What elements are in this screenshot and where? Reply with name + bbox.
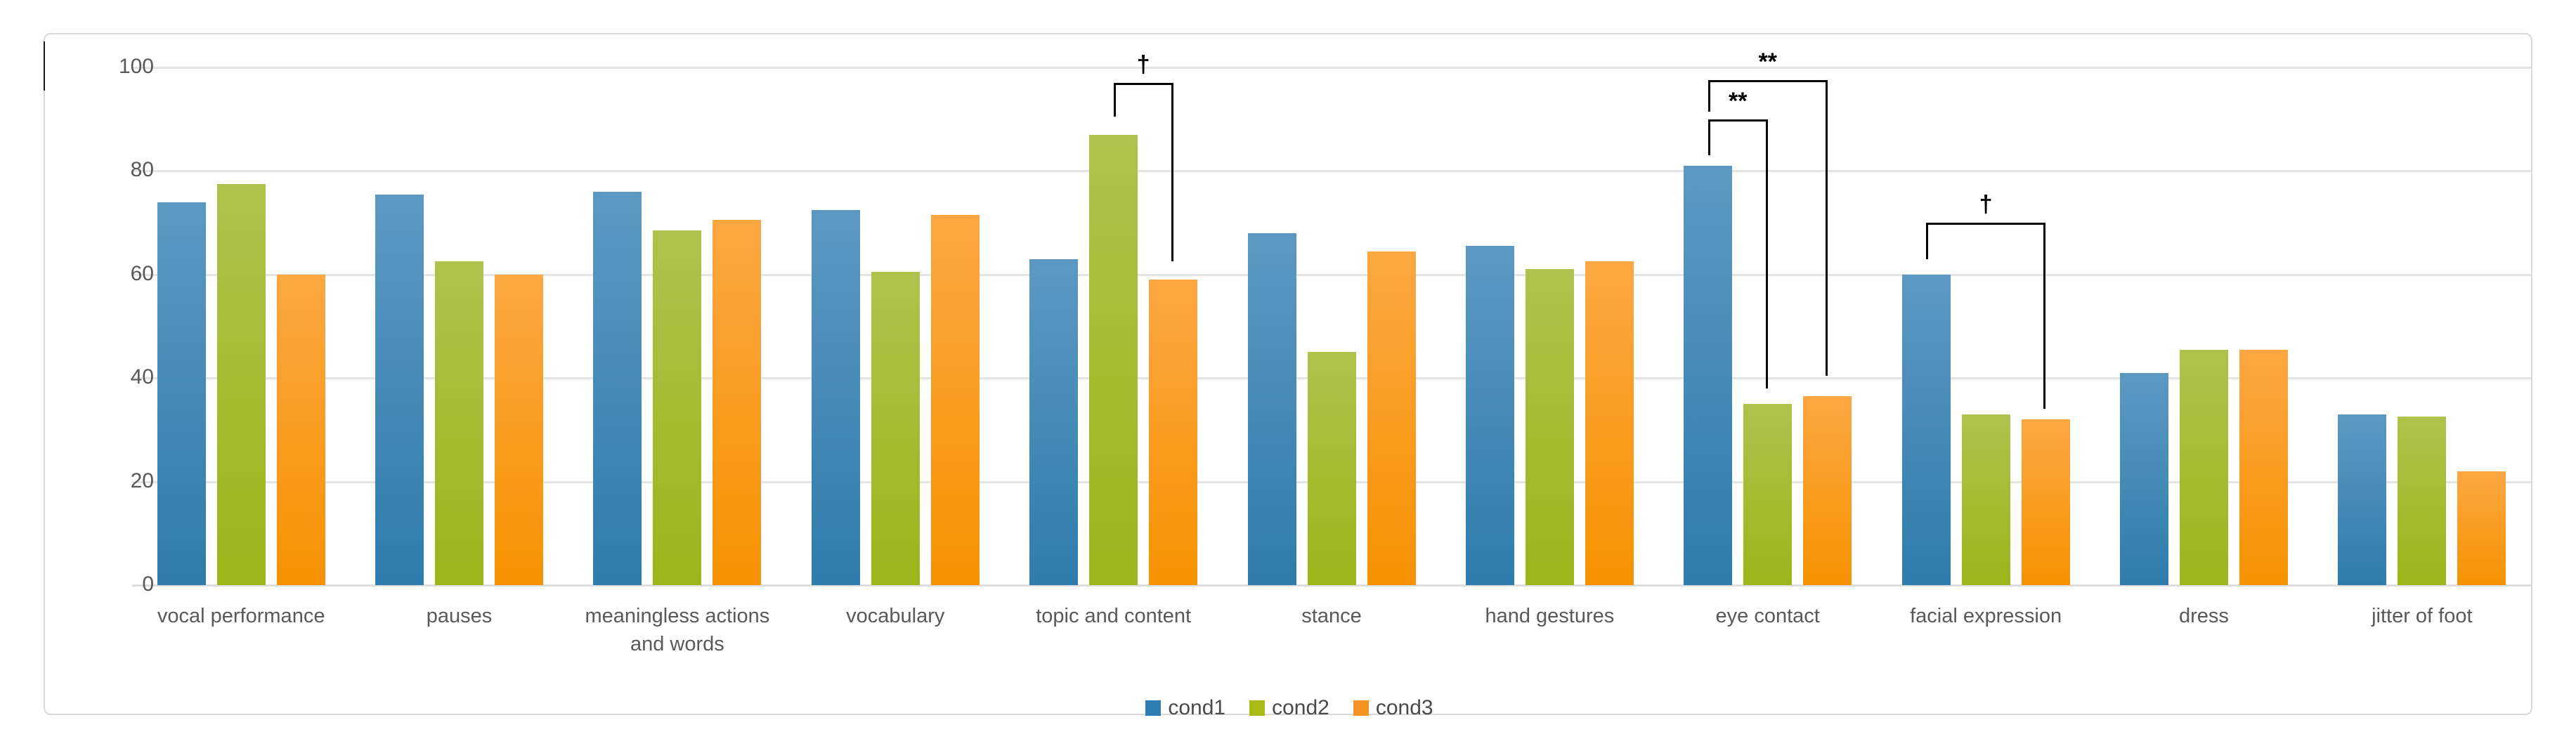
legend-label-cond3: cond3: [1375, 696, 1433, 719]
bar-cond3-pauses: [495, 274, 544, 585]
annotation-0-topic-and-content-label: †: [1136, 51, 1150, 79]
bar-cond3-meaningless-actions-and-words: [713, 220, 762, 585]
annotation-3-facial-expression-right-leg: [2043, 223, 2046, 410]
legend: cond1 cond2 cond3: [45, 696, 2534, 720]
x-category-label-vocal-performance: vocal performance: [157, 605, 325, 627]
y-tick-label-20: 20: [130, 469, 154, 492]
x-category-label-facial-expression: facial expression: [1910, 605, 2062, 627]
x-category-label-dress: dress: [2178, 605, 2229, 627]
bar-cond1-topic-and-content: [1029, 259, 1079, 585]
bar-cond1-vocal-performance: [157, 202, 206, 585]
legend-label-cond2: cond2: [1272, 696, 1329, 719]
bar-cond1-meaningless-actions-and-words: [593, 191, 642, 585]
bar-cond3-vocabulary: [930, 215, 980, 585]
cursor-artifact-line: [44, 41, 45, 91]
y-tick-label-0: 0: [142, 572, 154, 596]
bar-cond1-dress: [2119, 372, 2168, 585]
bar-cond2-topic-and-content: [1089, 134, 1138, 585]
y-tick-label-80: 80: [130, 158, 154, 182]
x-category-label-hand-gestures: hand gestures: [1485, 605, 1615, 627]
bar-cond1-facial-expression: [1901, 274, 1951, 585]
bar-cond2-hand-gestures: [1525, 269, 1574, 585]
x-category-label-topic-and-content: topic and content: [1036, 605, 1192, 627]
annotation-1-eye-contact-top: [1707, 80, 1828, 83]
bar-cond3-vocal-performance: [276, 274, 325, 585]
bar-cond1-jitter-of-foot: [2338, 414, 2387, 585]
bar-cond3-hand-gestures: [1585, 261, 1634, 585]
bar-cond2-jitter-of-foot: [2398, 417, 2447, 585]
x-category-label-pauses: pauses: [426, 605, 493, 627]
annotation-0-topic-and-content-left-leg: [1113, 83, 1116, 117]
bar-cond2-facial-expression: [1961, 414, 2010, 585]
gridline-0: [132, 584, 2531, 587]
bar-cond3-dress: [2239, 349, 2288, 585]
legend-item-cond3: cond3: [1353, 696, 1433, 720]
annotation-3-facial-expression-left-leg: [1926, 223, 1929, 259]
legend-swatch-cond3: [1353, 700, 1369, 716]
gridline-80: [132, 170, 2531, 173]
bar-cond1-stance: [1247, 233, 1296, 585]
bar-cond2-eye-contact: [1743, 404, 1793, 585]
bar-cond1-pauses: [375, 194, 424, 585]
bar-cond3-topic-and-content: [1149, 280, 1198, 585]
x-category-label-meaningless-actions-and-words: meaningless actions and words: [585, 605, 770, 655]
bar-cond2-stance: [1307, 352, 1356, 585]
annotation-1-eye-contact-label: **: [1758, 48, 1777, 76]
annotation-1-eye-contact-left-leg: [1707, 80, 1710, 112]
annotation-2-eye-contact-top: [1707, 119, 1768, 122]
bar-cond2-meaningless-actions-and-words: [653, 230, 702, 585]
chart-frame: † ** ** † 0 20 40 60 80 100 vocal performance pau…: [44, 33, 2532, 719]
annotation-1-eye-contact-right-leg: [1825, 80, 1828, 376]
bar-cond1-hand-gestures: [1465, 246, 1514, 585]
y-tick-label-100: 100: [118, 55, 154, 78]
x-category-label-vocabulary: vocabulary: [846, 605, 945, 627]
annotation-0-topic-and-content-top: [1113, 83, 1173, 86]
gridline-60: [132, 273, 2531, 276]
annotation-2-eye-contact-label: **: [1728, 87, 1748, 114]
y-tick-label-40: 40: [130, 365, 154, 389]
x-category-label-jitter-of-foot: jitter of foot: [2372, 605, 2473, 627]
legend-swatch-cond2: [1249, 700, 1266, 716]
annotation-2-eye-contact-left-leg: [1707, 119, 1710, 156]
bar-cond3-eye-contact: [1803, 395, 1852, 585]
bar-cond1-vocabulary: [811, 209, 860, 585]
bar-cond1-eye-contact: [1684, 166, 1733, 585]
annotation-3-facial-expression-label: †: [1979, 191, 1993, 218]
bar-cond2-vocabulary: [871, 272, 920, 585]
x-category-label-stance: stance: [1301, 605, 1362, 627]
x-category-label-eye-contact: eye contact: [1715, 605, 1820, 627]
legend-swatch-cond1: [1145, 700, 1162, 716]
bar-cond3-stance: [1367, 251, 1416, 585]
bar-cond2-vocal-performance: [216, 183, 266, 585]
gridline-100: [132, 67, 2531, 69]
bar-cond2-dress: [2179, 349, 2228, 585]
legend-item-cond1: cond1: [1145, 696, 1225, 720]
y-tick-label-60: 60: [130, 261, 154, 285]
legend-label-cond1: cond1: [1168, 696, 1226, 719]
annotation-0-topic-and-content-right-leg: [1171, 83, 1173, 262]
legend-item-cond2: cond2: [1249, 696, 1329, 720]
annotation-2-eye-contact-right-leg: [1765, 119, 1768, 388]
annotation-3-facial-expression-top: [1926, 223, 2046, 225]
bar-cond2-pauses: [435, 261, 484, 585]
bar-cond3-jitter-of-foot: [2457, 471, 2506, 585]
bar-cond3-facial-expression: [2021, 419, 2070, 585]
